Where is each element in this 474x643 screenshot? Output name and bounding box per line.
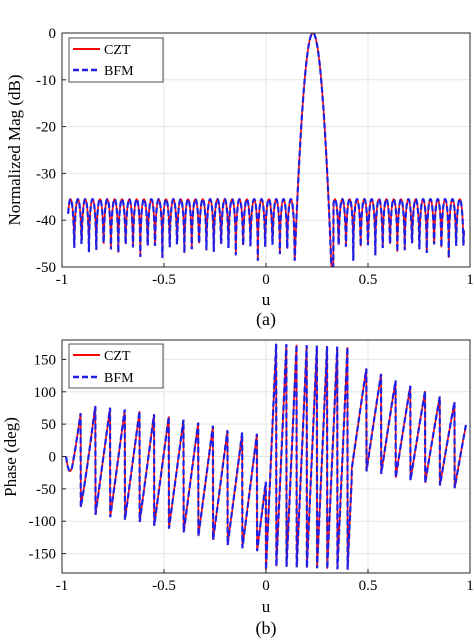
legend-label-bfm-a: BFM	[104, 64, 134, 79]
caption-b: (b)	[256, 618, 277, 639]
ylabel-a: Normalized Mag (dB)	[5, 74, 24, 225]
x-tick-label: 0	[262, 578, 270, 594]
caption-a: (a)	[256, 309, 276, 330]
y-tick-label: -50	[36, 260, 56, 276]
y-tick-label: 150	[34, 352, 57, 368]
panel-b-phase: -1 -0.5 0 0.5 1 150 100 50 0 -50 -100 -150 u Phase …	[1, 339, 474, 639]
y-tick-label: -30	[36, 166, 56, 182]
x-tick-label: -1	[56, 272, 69, 288]
y-tick-label: -150	[29, 547, 57, 563]
x-tick-label: 0.5	[359, 578, 378, 594]
ylabel-b: Phase (deg)	[1, 417, 20, 497]
curves-a	[67, 33, 465, 267]
y-tick-label: -40	[36, 213, 56, 229]
legend-b: CZT BFM	[68, 343, 164, 389]
y-tick-label: -100	[29, 514, 57, 530]
y-tick-label: 50	[41, 417, 56, 433]
y-tick-label: -10	[36, 73, 56, 89]
xlabel-b: u	[262, 597, 271, 616]
legend-label-czt-a: CZT	[104, 43, 131, 58]
xlabel-a: u	[262, 290, 271, 309]
series-line-bfm	[67, 33, 465, 267]
legend-label-bfm-b: BFM	[104, 371, 134, 386]
x-tick-label: -0.5	[152, 272, 176, 288]
panel-a-magnitude: -1 -0.5 0 0.5 1 0 -10 -20 -30 -40 -50 u Normalized…	[5, 26, 474, 330]
y-tick-label: 100	[34, 385, 57, 401]
ticks-b: -1 -0.5 0 0.5 1 150 100 50 0 -50 -100 -150	[29, 352, 474, 594]
legend-a: CZT BFM	[68, 37, 164, 83]
x-tick-label: -1	[56, 578, 69, 594]
series-line-bfm	[64, 343, 468, 570]
x-tick-label: 0.5	[359, 272, 378, 288]
ticks-a: -1 -0.5 0 0.5 1 0 -10 -20 -30 -40 -50	[36, 26, 474, 288]
x-tick-label: 1	[466, 272, 474, 288]
x-tick-label: 0	[262, 272, 270, 288]
y-tick-label: 0	[49, 450, 57, 466]
legend-box-a	[68, 37, 164, 83]
x-tick-label: -0.5	[152, 578, 176, 594]
y-tick-label: -20	[36, 120, 56, 136]
x-tick-label: 1	[466, 578, 474, 594]
y-tick-label: 0	[49, 26, 57, 42]
legend-box-b	[68, 343, 164, 389]
y-tick-label: -50	[36, 482, 56, 498]
legend-label-czt-b: CZT	[104, 349, 131, 364]
